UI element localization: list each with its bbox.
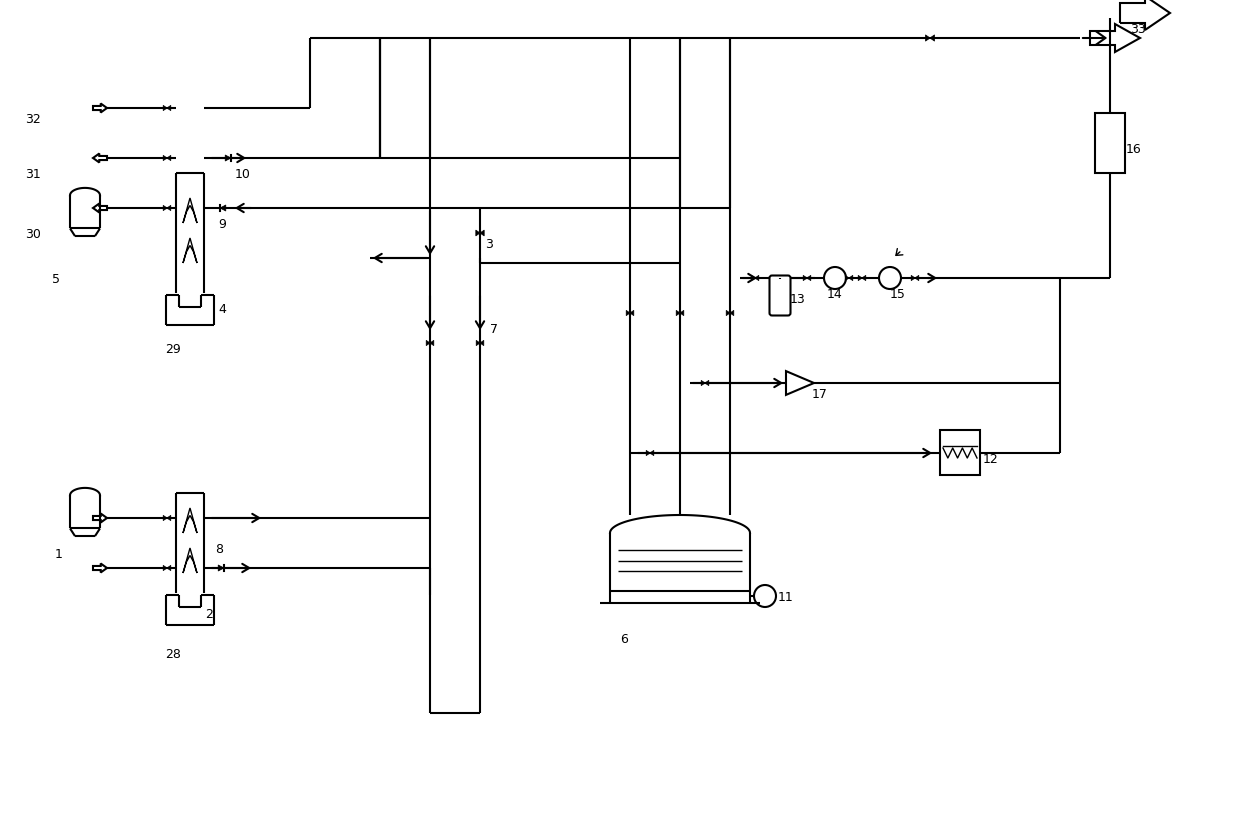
Polygon shape	[915, 276, 919, 280]
Polygon shape	[218, 565, 224, 571]
Text: 7: 7	[490, 323, 498, 336]
Polygon shape	[164, 206, 167, 211]
Polygon shape	[755, 276, 759, 280]
Polygon shape	[226, 155, 231, 161]
Polygon shape	[930, 35, 935, 41]
Polygon shape	[480, 230, 484, 236]
Polygon shape	[804, 276, 807, 280]
Text: 28: 28	[165, 648, 181, 661]
Polygon shape	[167, 565, 171, 571]
Polygon shape	[476, 341, 480, 346]
Bar	[1095, 113, 1125, 173]
Polygon shape	[167, 515, 171, 520]
Polygon shape	[646, 450, 650, 455]
Text: 12: 12	[983, 453, 998, 466]
Text: 6: 6	[620, 633, 627, 646]
Text: 16: 16	[1126, 143, 1142, 156]
Polygon shape	[650, 450, 653, 455]
Polygon shape	[911, 276, 915, 280]
Text: 14: 14	[827, 288, 843, 301]
Polygon shape	[807, 276, 811, 280]
Polygon shape	[167, 155, 171, 161]
Bar	[940, 431, 980, 476]
Text: 8: 8	[215, 543, 223, 556]
Polygon shape	[630, 311, 634, 315]
Text: 4: 4	[218, 303, 226, 316]
Text: 2: 2	[205, 608, 213, 621]
Polygon shape	[727, 311, 730, 315]
Polygon shape	[751, 276, 755, 280]
Text: 11: 11	[777, 591, 794, 604]
Polygon shape	[476, 230, 480, 236]
Text: 15: 15	[890, 288, 906, 301]
Polygon shape	[167, 206, 171, 211]
Polygon shape	[706, 380, 709, 385]
Text: 5: 5	[52, 273, 60, 286]
Text: 17: 17	[812, 388, 828, 401]
Polygon shape	[862, 276, 866, 280]
Polygon shape	[730, 311, 734, 315]
Text: 10: 10	[236, 168, 250, 181]
Polygon shape	[430, 341, 434, 346]
Polygon shape	[676, 311, 680, 315]
Text: 1: 1	[55, 548, 63, 561]
Polygon shape	[925, 35, 930, 41]
Polygon shape	[164, 155, 167, 161]
Polygon shape	[858, 276, 862, 280]
Polygon shape	[480, 341, 484, 346]
Text: 3: 3	[485, 238, 492, 251]
Polygon shape	[626, 311, 630, 315]
Text: 33: 33	[1130, 23, 1146, 36]
Polygon shape	[849, 276, 853, 280]
Polygon shape	[846, 276, 849, 280]
Text: 13: 13	[790, 293, 806, 306]
Polygon shape	[680, 311, 683, 315]
Text: 31: 31	[25, 168, 41, 181]
Text: 29: 29	[165, 343, 181, 356]
Text: 9: 9	[218, 218, 226, 231]
Polygon shape	[219, 205, 226, 211]
Polygon shape	[167, 106, 171, 111]
Text: 32: 32	[25, 113, 41, 126]
Polygon shape	[427, 341, 430, 346]
Polygon shape	[164, 515, 167, 520]
Polygon shape	[164, 106, 167, 111]
Polygon shape	[701, 380, 706, 385]
Text: 30: 30	[25, 228, 41, 241]
Polygon shape	[164, 565, 167, 571]
